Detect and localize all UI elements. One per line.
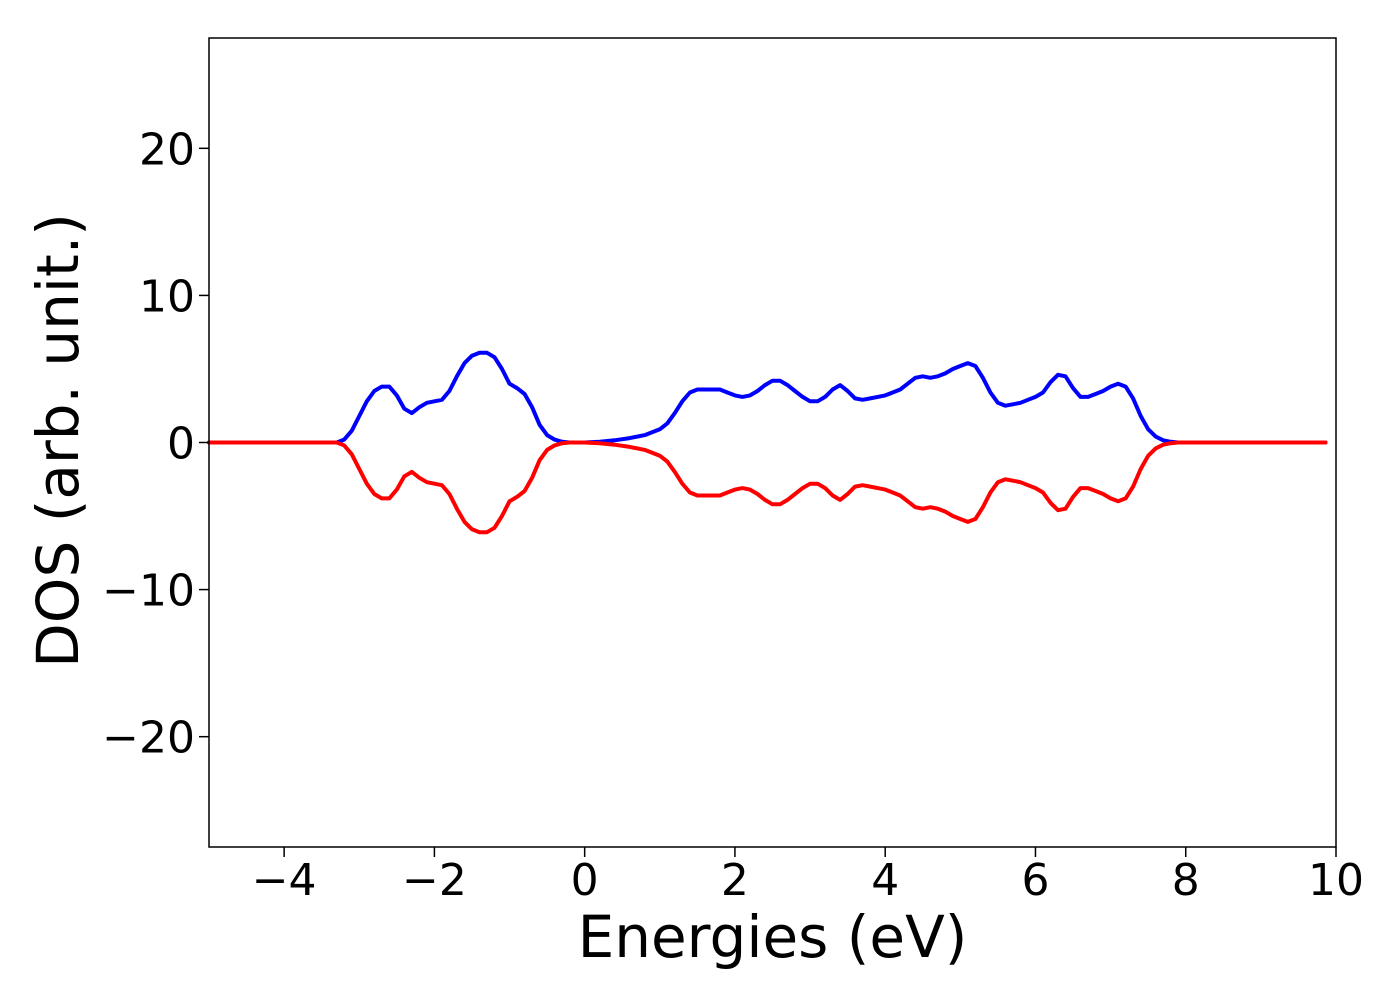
y-axis-title: DOS (arb. unit.) [24,213,92,668]
y-tick-label: −10 [102,566,195,617]
y-tick-label: 0 [167,419,195,470]
x-tick-label: 4 [871,855,899,906]
x-tick-label: 6 [1021,855,1049,906]
y-axis-ticks: −20 −10 0 10 20 [102,124,209,764]
x-axis-title: Energies (eV) [578,903,968,971]
x-tick-label: 8 [1172,855,1200,906]
y-tick-label: 20 [139,124,195,175]
y-tick-label: −20 [102,713,195,764]
x-tick-label: 2 [721,855,749,906]
plot-lines [207,350,1328,535]
series-line-1 [207,350,1328,445]
x-tick-label: −2 [402,855,467,906]
y-tick-label: 10 [139,271,195,322]
x-tick-label: 0 [571,855,599,906]
series-line-2 [207,440,1328,535]
x-axis-ticks: −4 −2 0 2 4 6 8 10 [252,847,1364,906]
x-tick-label: 10 [1308,855,1364,906]
x-tick-label: −4 [252,855,317,906]
